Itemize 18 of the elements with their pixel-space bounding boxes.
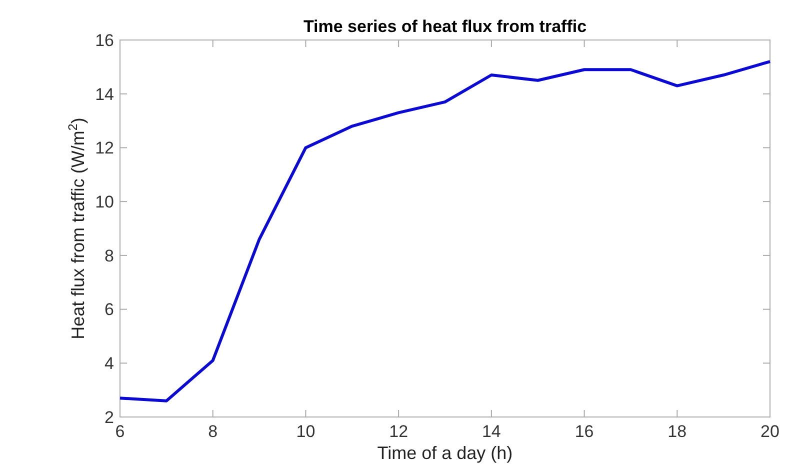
x-tick-label: 10 [296,422,316,441]
x-tick-label: 20 [760,422,780,441]
y-tick-label: 16 [95,30,114,50]
y-tick-label: 10 [95,192,114,212]
y-tick-label: 8 [104,246,114,266]
line-series [118,60,772,402]
chart-title: Time series of heat flux from traffic [303,17,587,36]
x-tick-label: 8 [208,422,218,441]
y-tick-label: 14 [95,84,114,104]
y-tick-label: 12 [95,138,114,158]
x-tick-label: 18 [668,422,687,441]
x-axis-title: Time of a day (h) [377,443,513,463]
y-tick-label: 4 [104,354,114,374]
y-tick-label: 6 [104,300,114,320]
x-tick-label: 14 [482,422,501,441]
y-tick-label: 2 [104,408,114,427]
x-tick-label: 12 [389,422,408,441]
x-tick-label: 16 [574,422,594,441]
